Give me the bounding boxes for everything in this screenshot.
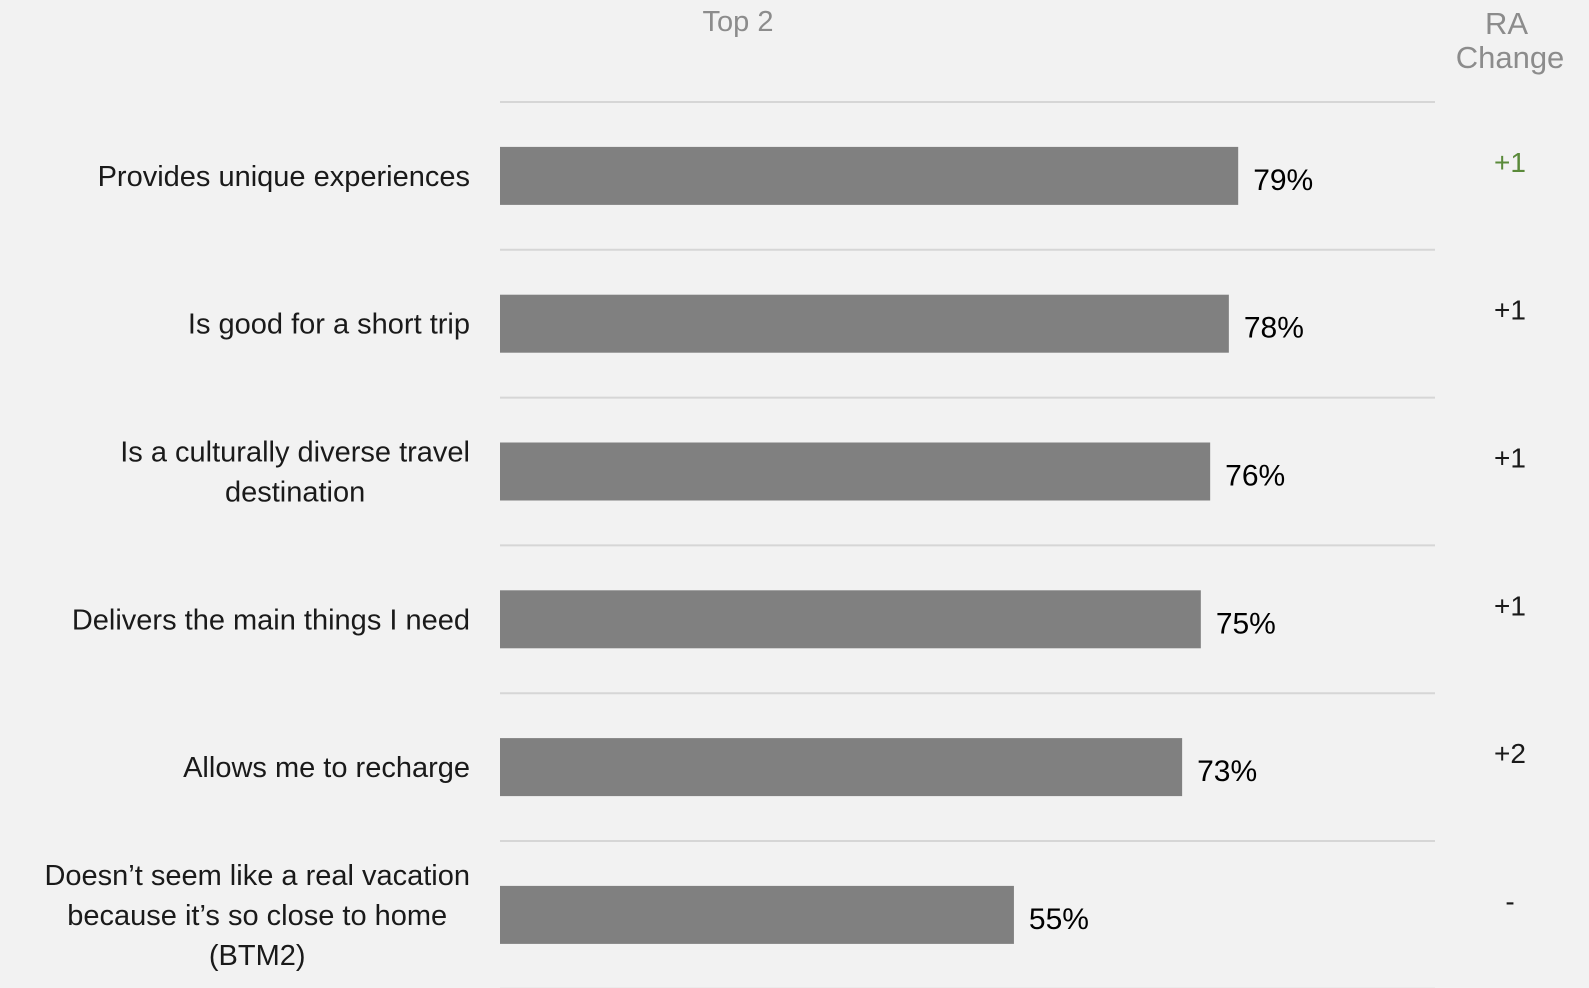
bar bbox=[500, 590, 1201, 649]
bar bbox=[500, 885, 1014, 944]
ra-change-header-line-2: Change bbox=[1456, 40, 1565, 75]
top2-header: Top 2 bbox=[703, 6, 774, 38]
bar bbox=[500, 738, 1183, 797]
category-label-line: Provides unique experiences bbox=[98, 161, 470, 193]
value-label: 79% bbox=[1253, 164, 1313, 197]
ra-change-header-line-1: RA bbox=[1485, 6, 1528, 41]
category-label-line: destination bbox=[225, 477, 365, 509]
ra-change-value: +1 bbox=[1494, 590, 1526, 621]
category-label-line: Is a culturally diverse travel bbox=[120, 437, 470, 469]
value-label: 78% bbox=[1244, 312, 1304, 345]
category-label: Delivers the main things I need bbox=[72, 604, 470, 636]
bar bbox=[500, 146, 1239, 205]
category-label: Is good for a short trip bbox=[188, 309, 470, 341]
category-label-line: Doesn’t seem like a real vacation bbox=[44, 860, 470, 892]
gridlines bbox=[500, 101, 1435, 988]
category-label: Doesn’t seem like a real vacation because… bbox=[44, 860, 470, 972]
ra-change-value: - bbox=[1505, 886, 1514, 917]
bar bbox=[500, 442, 1211, 501]
value-label: 73% bbox=[1197, 755, 1257, 788]
ra-change-header: RA Change bbox=[1456, 6, 1565, 75]
ra-change-value: +2 bbox=[1494, 738, 1526, 769]
ra-change-value: +1 bbox=[1494, 443, 1526, 474]
category-label: Allows me to recharge bbox=[183, 752, 470, 784]
value-label: 75% bbox=[1216, 607, 1276, 640]
category-label-line: (BTM2) bbox=[209, 940, 306, 972]
category-label-line: Delivers the main things I need bbox=[72, 604, 470, 636]
value-label: 55% bbox=[1029, 903, 1089, 936]
ra-change-value: +1 bbox=[1494, 147, 1526, 178]
bar bbox=[500, 294, 1229, 353]
category-label-line: Is good for a short trip bbox=[188, 309, 470, 341]
category-label-line: because it’s so close to home bbox=[67, 900, 447, 932]
value-label: 76% bbox=[1225, 460, 1285, 493]
category-label: Is a culturally diverse travel destinatio… bbox=[120, 437, 470, 509]
bar-rows: 79% Provides unique experiences +1 78% Is go… bbox=[44, 146, 1526, 972]
ra-change-value: +1 bbox=[1494, 295, 1526, 326]
category-label: Provides unique experiences bbox=[98, 161, 470, 193]
category-label-line: Allows me to recharge bbox=[183, 752, 470, 784]
